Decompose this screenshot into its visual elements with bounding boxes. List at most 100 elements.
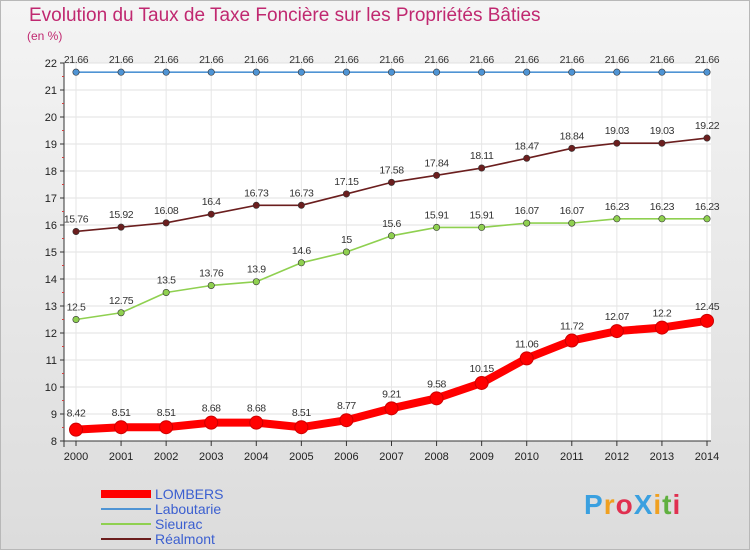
y-tick-label: 14: [45, 274, 57, 286]
data-label-r-almont: 18.84: [560, 130, 585, 142]
x-tick-label: 2001: [109, 451, 133, 463]
data-label-lombers: 12.07: [605, 311, 630, 323]
y-tick-label: 12: [45, 328, 57, 340]
data-point-laboutarie: [613, 68, 621, 76]
y-tick-label: 20: [45, 112, 57, 124]
data-point-lombers: [159, 420, 174, 435]
data-label-sieurac: 16.23: [695, 201, 720, 213]
data-point-r-almont: [703, 134, 711, 142]
brand-letter: i: [672, 489, 682, 520]
data-point-sieurac: [252, 278, 260, 286]
y-tick-label: 16: [45, 220, 57, 232]
y-tick-label: 21: [45, 85, 57, 97]
data-point-laboutarie: [252, 68, 260, 76]
data-point-sieurac: [658, 215, 666, 223]
data-point-lombers: [474, 375, 489, 390]
data-label-r-almont: 16.08: [154, 205, 179, 217]
x-tick-label: 2002: [154, 451, 178, 463]
data-label-laboutarie: 21.66: [289, 54, 314, 66]
data-label-r-almont: 17.58: [379, 164, 404, 176]
data-label-sieurac: 15: [341, 234, 352, 246]
data-label-r-almont: 19.03: [605, 125, 630, 137]
data-point-sieurac: [523, 219, 531, 227]
brand-letter: t: [662, 489, 673, 520]
x-tick-label: 2012: [605, 451, 629, 463]
data-point-laboutarie: [568, 68, 576, 76]
unit-label: (en %): [27, 29, 63, 43]
data-point-sieurac: [703, 215, 711, 223]
data-label-lombers: 12.2: [653, 308, 672, 320]
data-point-lombers: [114, 420, 129, 435]
data-label-lombers: 12.45: [695, 301, 720, 313]
data-point-sieurac: [387, 232, 395, 240]
data-label-lombers: 8.68: [247, 403, 266, 415]
data-label-laboutarie: 21.66: [560, 54, 585, 66]
y-tick-label: 13: [45, 301, 57, 313]
legend-label-sieurac: Sieurac: [155, 516, 202, 532]
data-label-sieurac: 15.91: [424, 209, 449, 221]
data-point-lombers: [69, 422, 83, 437]
x-tick-label: 2005: [289, 451, 313, 463]
y-tick-label: 11: [46, 355, 57, 367]
data-point-r-almont: [297, 201, 305, 209]
data-point-sieurac: [162, 288, 170, 296]
data-label-lombers: 11.72: [560, 321, 584, 333]
data-label-r-almont: 15.92: [109, 209, 134, 221]
data-point-laboutarie: [658, 68, 666, 76]
data-point-sieurac: [433, 223, 441, 231]
data-label-lombers: 8.77: [337, 400, 356, 412]
data-label-lombers: 9.21: [382, 388, 401, 400]
data-label-laboutarie: 21.66: [424, 54, 449, 66]
data-point-r-almont: [613, 139, 621, 147]
y-tick-label: 15: [45, 247, 57, 259]
data-label-laboutarie: 21.66: [199, 54, 224, 66]
data-point-lombers: [564, 333, 579, 348]
brand-letter: r: [603, 489, 616, 520]
y-tick-label: 22: [45, 58, 57, 70]
data-label-lombers: 8.42: [67, 408, 86, 420]
x-tick-label: 2000: [64, 451, 88, 463]
data-point-sieurac: [568, 219, 576, 227]
x-tick-label: 2006: [334, 451, 358, 463]
data-label-r-almont: 17.15: [334, 176, 359, 188]
data-point-laboutarie: [387, 68, 395, 76]
legend-label-laboutarie: Laboutarie: [155, 501, 221, 517]
data-point-r-almont: [342, 190, 350, 198]
data-point-lombers: [204, 415, 219, 430]
data-point-lombers: [384, 401, 399, 416]
data-label-sieurac: 12.75: [109, 295, 134, 307]
brand-letter: X: [633, 489, 654, 520]
data-point-laboutarie: [162, 68, 170, 76]
data-label-r-almont: 16.73: [289, 187, 314, 199]
data-label-r-almont: 19.03: [650, 125, 675, 137]
brand-letter: P: [584, 489, 604, 520]
data-label-sieurac: 16.23: [605, 201, 630, 213]
data-point-laboutarie: [207, 68, 215, 76]
data-point-r-almont: [207, 210, 215, 218]
data-label-laboutarie: 21.66: [64, 54, 89, 66]
data-point-sieurac: [297, 259, 305, 267]
y-tick-label: 17: [45, 193, 57, 205]
data-point-r-almont: [658, 139, 666, 147]
data-label-lombers: 8.51: [292, 407, 311, 419]
data-point-laboutarie: [117, 68, 125, 76]
data-label-laboutarie: 21.66: [695, 54, 720, 66]
data-point-r-almont: [162, 219, 170, 227]
brand-letter: i: [653, 489, 663, 520]
chart-title: Evolution du Taux de Taxe Foncière sur l…: [29, 5, 541, 26]
x-tick-label: 2013: [650, 451, 674, 463]
x-tick-label: 2011: [560, 451, 584, 463]
data-label-sieurac: 13.9: [247, 264, 266, 276]
data-point-lombers: [609, 324, 624, 339]
y-tick-label: 9: [51, 409, 57, 421]
data-label-lombers: 8.51: [157, 407, 176, 419]
data-label-sieurac: 15.91: [470, 209, 495, 221]
data-point-lombers: [519, 351, 534, 366]
data-point-r-almont: [117, 223, 125, 231]
data-point-laboutarie: [523, 68, 531, 76]
data-point-laboutarie: [297, 68, 305, 76]
data-label-r-almont: 17.84: [424, 157, 449, 169]
data-label-r-almont: 18.47: [515, 140, 540, 152]
data-point-sieurac: [342, 248, 350, 256]
